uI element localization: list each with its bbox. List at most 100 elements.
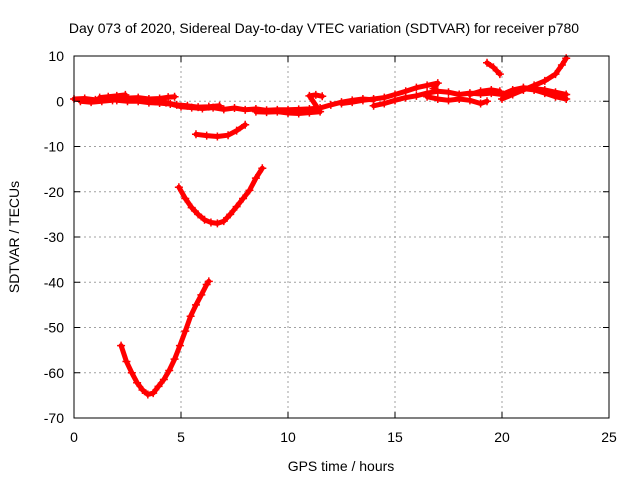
data-point [213,219,222,228]
data-point [104,92,113,101]
chart-title: Day 073 of 2020, Sidereal Day-to-day VTE… [69,20,579,36]
x-tick-label: 10 [280,429,296,445]
data-point [284,109,292,118]
x-tick-label: 0 [70,429,78,445]
data-point [489,63,498,72]
data-point [483,97,492,106]
data-point [241,105,250,114]
series-arc-14 [174,164,267,228]
series-arc-9 [465,85,504,99]
data-point [498,90,506,99]
data-point [251,107,260,116]
data-point [191,130,200,139]
data-point [423,92,432,101]
series-trace [176,165,265,226]
data-point [262,108,271,117]
data-point [133,378,142,387]
data-point [305,91,314,100]
data-point [241,120,250,129]
y-axis: 10 0 -10 -20 -30 -40 -50 -60 -70 [44,48,609,426]
data-point [444,88,453,97]
data-point [197,290,206,299]
data-point [305,108,314,117]
data-point [540,89,549,98]
data-point [181,194,190,203]
data-point [172,100,181,109]
data-point [183,101,192,110]
data-point [433,94,442,103]
data-point [423,81,432,90]
series-arc-8 [483,58,504,79]
data-point [215,101,224,110]
data-point [239,194,248,203]
data-point [175,341,184,350]
data-point [219,105,228,114]
data-point [401,93,410,102]
data-point [557,61,566,70]
data-point [348,98,357,107]
data-point [122,357,131,366]
data-point [476,87,485,96]
data-point [170,92,179,101]
data-point [245,186,254,195]
data-point [194,210,203,219]
data-point [273,107,282,116]
data-point [519,84,528,93]
series-trace [467,87,503,97]
data-point [200,215,209,224]
chart-grid [74,56,609,418]
y-tick-label: -60 [44,365,64,381]
series-arc-12 [519,84,571,103]
x-tick-label: 5 [177,429,185,445]
data-point [465,90,474,99]
y-tick-label: 0 [56,93,64,109]
data-point [230,104,239,113]
data-point [326,100,335,109]
data-point [232,126,241,135]
y-tick-label: -40 [44,274,64,290]
data-point [358,96,367,105]
y-tick-label: 10 [48,48,64,64]
data-point [154,382,163,391]
data-point [127,368,136,377]
data-point [251,174,260,183]
data-point [204,277,213,286]
data-point [224,131,233,140]
data-point [551,70,560,79]
data-point [483,58,492,67]
x-tick-label: 15 [387,429,403,445]
data-point [455,94,464,103]
data-point [206,218,215,227]
data-point [337,99,346,108]
data-point [155,94,164,103]
series-arc-3 [95,90,179,103]
data-point [311,90,320,99]
x-tick-label: 25 [601,429,617,445]
data-point [117,94,126,103]
data-point [433,79,442,88]
data-point [412,83,421,92]
data-point [540,76,549,85]
data-point [551,92,560,101]
y-axis-title: SDTVAR / TECUs [6,181,22,293]
data-point [487,85,496,94]
data-point [143,390,152,399]
series-arc-7 [423,92,492,108]
x-tick-label: 20 [494,429,510,445]
series-arc-4 [251,90,327,118]
y-tick-label: -50 [44,320,64,336]
data-point [149,389,158,398]
data-point [159,375,168,384]
series-arc-15 [117,277,213,399]
series-trace [253,92,325,116]
data-point [191,300,200,309]
y-tick-label: -70 [44,410,64,426]
data-point [369,94,378,103]
data-point [444,96,453,105]
y-tick-label: -20 [44,184,64,200]
y-tick-label: -10 [44,139,64,155]
data-point [170,355,179,364]
data-point [87,98,96,107]
data-point [476,99,485,108]
